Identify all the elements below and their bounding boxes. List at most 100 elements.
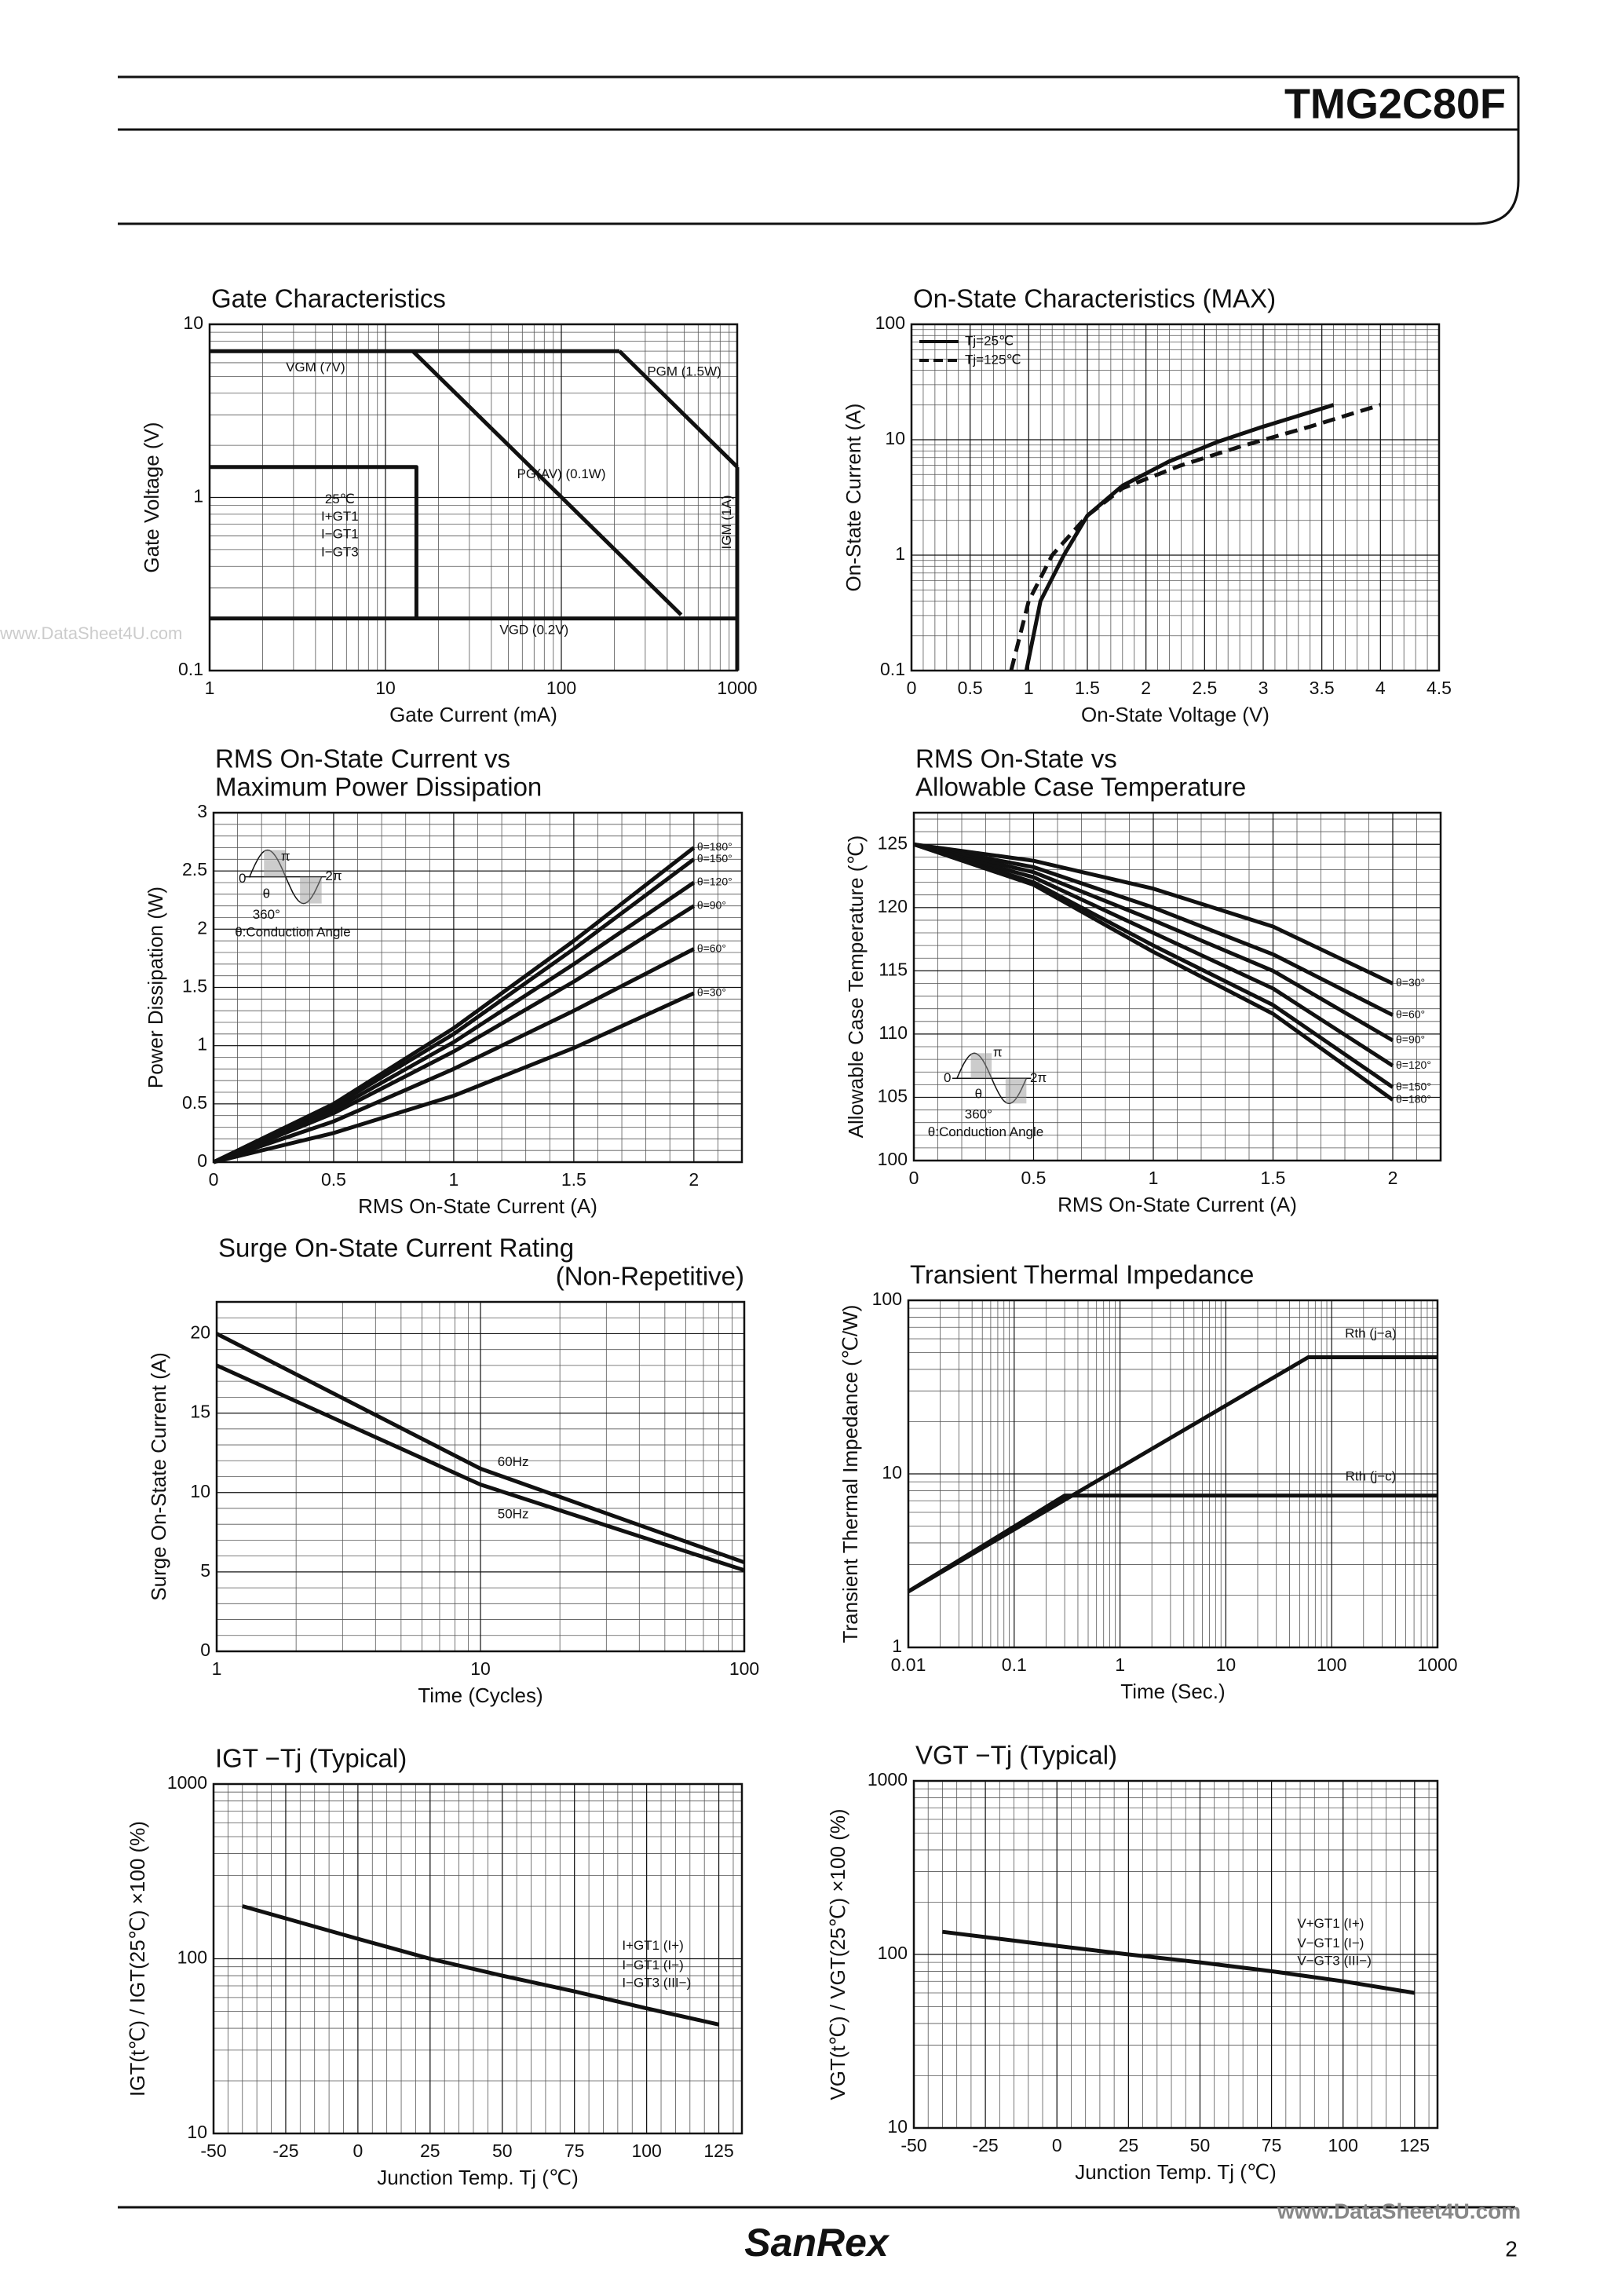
- series-label: θ=30°: [697, 986, 726, 999]
- curve: [213, 880, 696, 1164]
- y-tick-label: 100: [878, 1943, 908, 1963]
- x-tick-label: 0.5: [1021, 1168, 1047, 1188]
- legend-label: Tj=25℃: [965, 333, 1014, 348]
- chart-title: Surge On-State Current Rating: [218, 1234, 574, 1263]
- y-tick-label: 0: [200, 1640, 210, 1660]
- y-axis-label: Surge On-State Current (A): [147, 1352, 170, 1600]
- x-tick-label: 2: [1388, 1168, 1398, 1188]
- annotation: 2π: [1030, 1070, 1047, 1085]
- curve: [215, 1332, 745, 1565]
- x-tick-label: 2: [1141, 678, 1151, 698]
- curve-label: I+GT1 (I+): [622, 1938, 683, 1953]
- series-label: Rth (j−c): [1346, 1468, 1397, 1483]
- x-tick-label: 1: [212, 1658, 222, 1679]
- plot-frame: [215, 1300, 746, 1653]
- x-tick-label: 100: [1328, 2135, 1358, 2155]
- series-label: 60Hz: [498, 1454, 529, 1469]
- y-tick-label: 1: [895, 543, 905, 564]
- y-tick-label: 3: [197, 801, 207, 821]
- y-axis-label: Allowable Case Temperature (℃): [844, 835, 868, 1139]
- curve: [213, 991, 695, 1164]
- x-tick-label: 0.5: [958, 678, 983, 698]
- x-tick-label: 1.5: [561, 1169, 586, 1190]
- x-tick-label: -50: [901, 2135, 926, 2155]
- y-tick-label: 2: [197, 917, 207, 938]
- x-tick-label: 75: [564, 2141, 585, 2161]
- annotation: π: [993, 1045, 1003, 1060]
- y-tick-label: 15: [190, 1402, 210, 1422]
- y-tick-label: 0.1: [178, 659, 203, 679]
- x-tick-label: 1.5: [1261, 1168, 1286, 1188]
- x-tick-label: -25: [272, 2141, 298, 2161]
- curve: [618, 349, 739, 469]
- x-tick-label: 1.5: [1075, 678, 1100, 698]
- curve-label: I−GT3 (III−): [622, 1976, 691, 1991]
- brand-logo: SanRex: [744, 2221, 890, 2265]
- series-label: θ=60°: [697, 941, 726, 954]
- y-tick-label: 1: [892, 1636, 902, 1656]
- annotation: 0: [239, 871, 246, 886]
- x-axis-label: RMS On-State Current (A): [1058, 1193, 1297, 1216]
- chart-title: IGT −Tj (Typical): [215, 1744, 407, 1773]
- curve: [411, 349, 683, 616]
- y-axis-label: Transient Thermal Impedance (℃/W): [838, 1305, 862, 1643]
- y-tick-label: 1.5: [182, 976, 207, 996]
- plot-frame: [907, 1299, 1439, 1649]
- x-axis-label: On-State Voltage (V): [1081, 703, 1269, 726]
- x-tick-label: 125: [1400, 2135, 1430, 2155]
- chart-title: VGT −Tj (Typical): [915, 1741, 1117, 1770]
- plot-frame: [910, 323, 1441, 672]
- chart: 0 0.5 1 1.5 2 0 0.5 1 1.5 2 2.5 3 RMS On-State Curre…: [144, 744, 743, 1218]
- x-tick-label: 0.5: [321, 1169, 346, 1190]
- annotation: 0: [944, 1070, 951, 1085]
- x-tick-label: 3.5: [1310, 678, 1335, 698]
- y-tick-label: 105: [878, 1086, 908, 1106]
- curve: [1024, 403, 1335, 671]
- y-axis-label: Power Dissipation (W): [144, 887, 167, 1088]
- x-tick-label: 125: [703, 2141, 733, 2161]
- y-tick-label: 110: [879, 1022, 908, 1043]
- plot-frame: [912, 811, 1442, 1162]
- watermark: www.DataSheet4U.com: [0, 623, 182, 643]
- x-tick-label: 10: [470, 1658, 491, 1679]
- series-label: θ=120°: [1396, 1058, 1431, 1071]
- x-tick-label: 1: [449, 1169, 459, 1190]
- annotation: 360°: [965, 1106, 992, 1121]
- x-tick-label: 2: [689, 1169, 699, 1190]
- y-tick-label: 10: [183, 313, 203, 333]
- y-tick-label: 120: [878, 896, 908, 916]
- x-tick-label: 0: [353, 2141, 363, 2161]
- curve: [242, 1904, 720, 2027]
- y-tick-label: 0.1: [880, 659, 905, 679]
- y-axis-label: Gate Voltage (V): [140, 422, 163, 572]
- x-tick-label: 1000: [1417, 1654, 1457, 1675]
- x-tick-label: 1: [1024, 678, 1034, 698]
- y-tick-label: 115: [879, 959, 908, 979]
- series-label: θ=150°: [1396, 1080, 1431, 1092]
- x-tick-label: 0.01: [891, 1654, 926, 1675]
- chart-title: On-State Characteristics (MAX): [913, 284, 1276, 313]
- curve: [913, 842, 1394, 1017]
- x-axis-label: Gate Current (mA): [389, 703, 557, 726]
- page-number: 2: [1505, 2236, 1518, 2261]
- y-tick-label: 10: [190, 1481, 210, 1501]
- y-tick-label: 10: [887, 2116, 908, 2137]
- curve: [215, 1363, 745, 1573]
- plot-frame: [212, 811, 743, 1164]
- curve: [212, 857, 696, 1164]
- curve: [913, 842, 1394, 1043]
- inset-shade: [970, 1053, 992, 1079]
- x-tick-label: 10: [1216, 1654, 1237, 1675]
- chart-title: Allowable Case Temperature: [915, 773, 1246, 802]
- y-axis-label: IGT(t℃) / IGT(25℃) ×100 (%): [126, 1821, 149, 2097]
- annotation: I−GT1: [321, 526, 359, 541]
- x-tick-label: 1000: [717, 678, 757, 698]
- y-tick-label: 0: [197, 1150, 207, 1171]
- annotation: θ: [975, 1087, 982, 1102]
- chart: 0 0.5 1 1.5 2 100 105 110 115 120 125 RMS On-State …: [844, 744, 1442, 1216]
- x-tick-label: 25: [420, 2141, 440, 2161]
- y-axis-label: VGT(t℃) / VGT(25℃) ×100 (%): [826, 1808, 849, 2100]
- series-label: θ=30°: [1396, 976, 1425, 989]
- y-tick-label: 10: [885, 428, 905, 448]
- inset-shade: [1005, 1078, 1027, 1104]
